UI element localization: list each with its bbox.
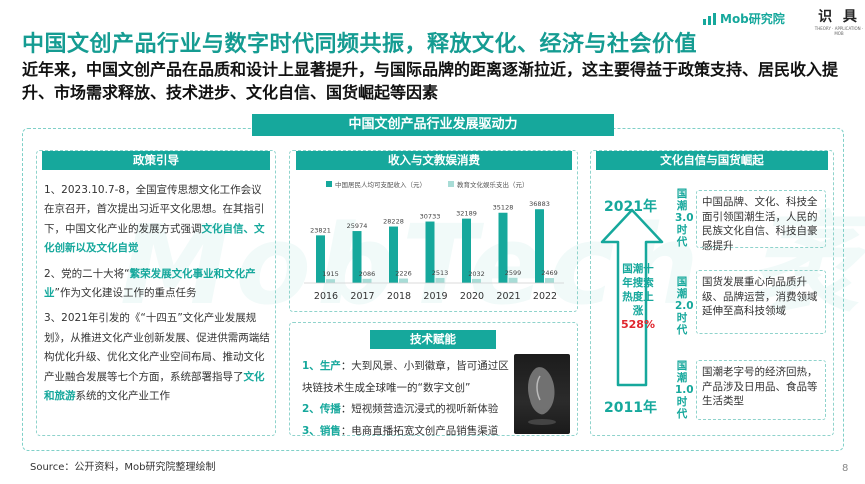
source-note: Source：公开资料，Mob研究院整理绘制: [30, 462, 216, 473]
arrow-percent: 528%: [621, 318, 655, 331]
policy-item-3: 3、2021年引发的《“十四五”文化产业发展规划》，从推进文化产业创新发展、促进…: [44, 312, 270, 403]
culture-panel: [590, 150, 834, 436]
policy-panel: [36, 150, 276, 436]
data-label-0-2016: 23821: [310, 226, 331, 234]
x-tick-2016: 2016: [314, 291, 338, 302]
x-tick-2020: 2020: [460, 291, 484, 302]
shiju-logo-text: 识 具: [818, 9, 860, 25]
bar-0-2016: [316, 235, 325, 283]
bar-0-2022: [535, 209, 544, 283]
main-header: 中国文创产品行业发展驱动力: [252, 114, 614, 136]
tech-header: 技术赋能: [370, 330, 496, 349]
era-1-label: 国潮1.0时代: [675, 360, 694, 420]
legend-label-0: 中国居民人均可支配收入（元）: [335, 180, 426, 189]
legend-label-1: 教育文化娱乐支出（元）: [457, 180, 529, 189]
tech-panel: [289, 322, 578, 436]
growth-arrow-icon: [600, 208, 664, 387]
shiju-logo: 识 具 THEORY · APPLICATION · MOB: [813, 6, 865, 36]
data-label-1-2017: 2086: [359, 270, 376, 278]
data-label-0-2017: 25974: [347, 222, 368, 230]
data-label-0-2021: 35128: [493, 204, 514, 212]
page-title: 中国文创产品行业与数字时代同频共振，释放文化、经济与社会价值: [22, 32, 698, 57]
mob-logo: Mob研究院: [703, 10, 785, 27]
era-1-box: 国潮老字号的经济回热，产品涉及日用品、食品等生活类型: [696, 360, 826, 420]
era-2-label: 国潮2.0时代: [675, 276, 694, 336]
bar-1-2018: [399, 278, 408, 283]
policy-item-2: 2、党的二十大将“繁荣发展文化事业和文化产业”作为文化建设工作的重点任务: [44, 267, 256, 300]
bar-0-2021: [498, 212, 508, 283]
bar-1-2016: [326, 279, 335, 283]
legend-swatch-1: [448, 181, 454, 187]
digital-artifact-image: [514, 354, 570, 434]
x-tick-2021: 2021: [496, 291, 520, 302]
x-tick-2022: 2022: [533, 291, 557, 302]
income-panel: [289, 150, 578, 312]
data-label-1-2016: 1915: [322, 270, 339, 278]
culture-header: 文化自信与国货崛起: [596, 151, 828, 170]
bar-1-2021: [508, 277, 518, 283]
policy-item-1: 1、2023.10.7-8，全国宣传思想文化工作会议在京召开，首次提出习近平文化…: [44, 184, 265, 255]
bar-1-2017: [362, 278, 372, 283]
bar-1-2020: [472, 278, 481, 283]
data-label-1-2022: 2469: [541, 269, 558, 277]
tech-item-production: 1、生产：大到风景、小到徽章，皆可通过区块链技术生成全球唯一的“数字文创”: [302, 360, 509, 394]
x-tick-2018: 2018: [387, 291, 411, 302]
policy-text: 1、2023.10.7-8，全国宣传思想文化工作会议在京召开，首次提出习近平文化…: [44, 181, 272, 412]
year-2011: 2011年: [604, 400, 657, 416]
data-label-0-2022: 36883: [529, 200, 550, 208]
page-number: 8: [842, 463, 849, 474]
data-label-1-2019: 2513: [432, 269, 449, 277]
data-label-0-2018: 28228: [383, 218, 404, 226]
era-3-label: 国潮3.0时代: [675, 188, 694, 248]
arrow-label: 国潮十年搜索热度上涨 528%: [618, 262, 658, 332]
x-tick-2017: 2017: [350, 291, 374, 302]
data-label-0-2020: 32189: [456, 210, 477, 218]
x-tick-2019: 2019: [423, 291, 447, 302]
legend-swatch-0: [326, 181, 332, 187]
tech-item-spread: 2、传播：短视频营造沉浸式的视听新体验: [302, 403, 499, 415]
tech-list: 1、生产：大到风景、小到徽章，皆可通过区块链技术生成全球唯一的“数字文创” 2、…: [302, 356, 512, 442]
bar-0-2019: [425, 221, 435, 283]
data-label-1-2021: 2599: [505, 269, 522, 277]
bar-0-2017: [352, 231, 362, 283]
year-2021: 2021年: [604, 199, 657, 215]
data-label-0-2019: 30733: [420, 213, 441, 221]
bar-1-2019: [435, 277, 445, 283]
policy-header: 政策引导: [42, 151, 270, 170]
data-label-1-2020: 2032: [468, 270, 485, 278]
bar-0-2018: [389, 226, 398, 283]
artifact-icon: [528, 367, 556, 425]
shiju-logo-sub: THEORY · APPLICATION · MOB: [814, 26, 864, 36]
income-chart: 中国居民人均可支配收入（元） 教育文化娱乐支出（元） 23821 1915 25974…: [304, 180, 564, 302]
bar-0-2020: [462, 218, 471, 283]
era-3-box: 中国品牌、文化、科技全面引领国潮生活，人民的民族文化自信、科技自豪感提升: [696, 190, 826, 252]
data-label-1-2018: 2226: [395, 270, 412, 278]
income-header: 收入与文教娱消费: [296, 151, 572, 170]
era-2-box: 国货发展重心向品质升级、品牌运营，消费领域延伸至高科技领域: [696, 270, 826, 334]
mob-logo-text: Mob研究院: [720, 12, 785, 26]
tech-item-sales: 3、销售：电商直播拓宽文创产品销售渠道: [302, 424, 499, 437]
bar-1-2022: [545, 278, 554, 283]
page-subtitle: 近年来，中国文创产品在品质和设计上显著提升，与国际品牌的距离逐渐拉近，这主要得益…: [22, 60, 839, 102]
mob-logo-icon: [703, 12, 716, 25]
